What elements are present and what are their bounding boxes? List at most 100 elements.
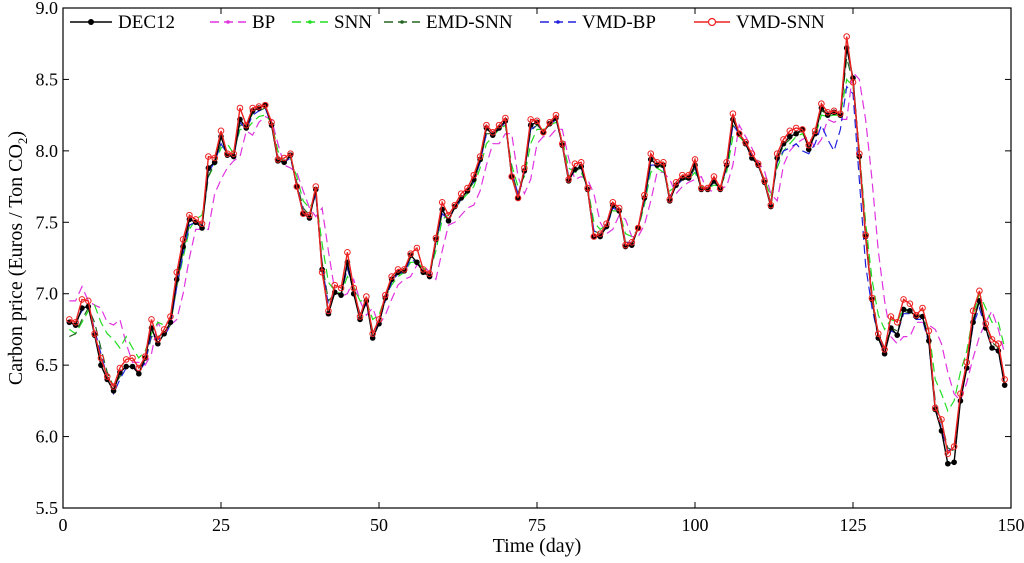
data-point	[527, 116, 534, 123]
data-point	[476, 153, 484, 160]
data-point	[729, 110, 737, 118]
data-point	[230, 150, 237, 158]
data-point	[306, 211, 313, 219]
data-point	[792, 124, 800, 132]
data-point	[217, 127, 225, 135]
data-point	[375, 316, 383, 323]
data-point	[634, 224, 642, 232]
data-point	[103, 373, 111, 380]
legend-label: SNN	[334, 12, 372, 33]
data-point	[805, 141, 813, 149]
data-point	[224, 150, 231, 158]
data-point	[653, 158, 661, 166]
data-point	[609, 198, 617, 206]
data-point	[988, 336, 996, 343]
data-point	[945, 460, 951, 467]
data-point	[122, 356, 130, 363]
data-point	[894, 332, 901, 338]
data-point	[274, 156, 282, 163]
data-point	[154, 336, 162, 343]
data-point	[874, 330, 882, 338]
x-tick-label: 75	[528, 515, 546, 535]
series-line	[68, 78, 1006, 413]
y-tick-label: 8.0	[36, 141, 59, 161]
data-point	[350, 284, 358, 292]
data-point	[136, 370, 142, 377]
data-point	[388, 273, 395, 280]
y-axis-title: Carbon price (Euros / Ton CO2)	[5, 131, 30, 385]
data-point	[261, 101, 269, 109]
data-point	[167, 313, 174, 320]
data-point	[716, 184, 724, 192]
data-point	[793, 130, 799, 137]
legend-marker	[226, 20, 230, 24]
data-point	[141, 353, 149, 360]
series-layer	[66, 33, 1008, 467]
data-point	[742, 138, 749, 146]
data-point	[748, 150, 756, 158]
data-point	[925, 327, 933, 335]
data-point	[173, 268, 181, 276]
data-point	[1001, 376, 1008, 383]
data-point	[407, 250, 414, 258]
data-point	[438, 198, 446, 206]
legend-marker	[556, 20, 560, 24]
data-point	[900, 296, 907, 303]
data-point	[344, 248, 351, 256]
data-point	[198, 220, 206, 228]
data-point	[571, 160, 579, 168]
legend-marker	[308, 20, 312, 24]
legend-label: DEC12	[118, 12, 175, 33]
y-axis-title-main: Carbon price (Euros / Ton CO	[5, 144, 27, 385]
y-axis-title-end: )	[5, 131, 27, 138]
y-tick-label: 5.5	[36, 498, 59, 518]
data-point	[205, 165, 212, 171]
series-line	[69, 36, 1006, 456]
series-line	[69, 70, 1006, 403]
legend-entry-emd-snn: EMD-SNN	[384, 12, 513, 33]
data-point	[660, 158, 667, 166]
legend: DEC12 BP SNN EMD-SNN VMD-BP VMD-SNN	[70, 12, 825, 33]
x-tick-label: 125	[840, 515, 867, 535]
data-point	[483, 121, 490, 129]
data-point	[818, 100, 825, 108]
data-point	[280, 154, 288, 162]
data-point	[603, 220, 610, 228]
data-point	[849, 78, 857, 86]
data-point	[546, 118, 553, 126]
data-point	[754, 160, 762, 168]
data-point	[944, 450, 952, 458]
legend-marker	[400, 20, 404, 24]
data-point	[565, 176, 572, 183]
data-point	[135, 364, 143, 372]
legend-entry-bp: BP	[210, 12, 275, 33]
x-tick-label: 25	[212, 515, 230, 535]
data-point	[337, 284, 345, 292]
data-point	[179, 236, 187, 243]
data-point	[514, 194, 522, 202]
data-point	[533, 117, 541, 125]
y-tick-label: 7.5	[36, 212, 59, 232]
data-point	[780, 136, 787, 143]
data-point	[451, 201, 459, 209]
data-point	[91, 330, 98, 338]
data-point	[160, 326, 168, 333]
data-point	[186, 211, 193, 219]
data-point	[445, 211, 452, 219]
data-point	[148, 316, 155, 323]
data-point	[881, 346, 888, 353]
legend-label: VMD-SNN	[736, 12, 825, 33]
data-point	[495, 121, 503, 129]
y-tick-label: 7.0	[36, 284, 59, 304]
data-point	[72, 318, 79, 326]
data-point	[590, 233, 598, 240]
data-point	[394, 266, 402, 273]
data-point	[963, 358, 971, 366]
data-point	[907, 308, 913, 314]
data-point	[691, 156, 699, 163]
axes: 0 25 50 75 100 125 150 5.5 6.0 6.5 7.0 7.5 8.0 8.5 9.0	[36, 0, 1024, 535]
data-point	[900, 306, 907, 313]
series-snn	[68, 78, 1006, 413]
data-point	[615, 204, 623, 212]
